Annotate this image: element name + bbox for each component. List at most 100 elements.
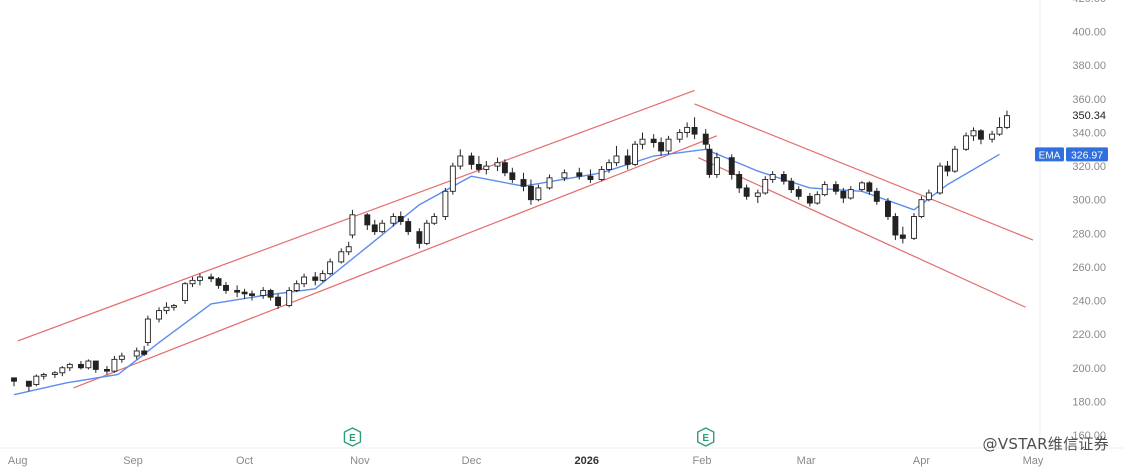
candle [840, 187, 847, 204]
earnings-label: E [702, 433, 709, 444]
candle [706, 144, 713, 178]
candle-body [66, 363, 73, 369]
candle-body [806, 195, 813, 204]
candle [118, 352, 125, 363]
candle [449, 162, 456, 195]
y-tick-label: 380.00 [1072, 60, 1106, 72]
candle-body [286, 290, 293, 307]
candle [390, 213, 397, 227]
candle-body [293, 283, 300, 291]
candle-body [468, 155, 475, 165]
last-price-label: 350.34 [1072, 110, 1106, 122]
candle [144, 315, 151, 346]
candle-body [208, 276, 215, 280]
candle [111, 356, 118, 373]
candle-body [92, 360, 99, 370]
candle [977, 129, 984, 145]
x-tick-label: Sep [123, 455, 143, 467]
candle-body [1004, 115, 1010, 128]
candle [457, 149, 464, 170]
candle-body [847, 189, 854, 199]
candle [215, 277, 222, 289]
candle [989, 130, 996, 143]
candle [349, 209, 356, 239]
candle-body [892, 216, 899, 236]
candle [847, 186, 854, 200]
candle [665, 135, 672, 155]
candle-body [312, 276, 319, 281]
y-tick-label: 400.00 [1072, 27, 1106, 39]
candle-body [431, 216, 438, 224]
candle-body [561, 172, 568, 179]
candle-body [371, 224, 378, 233]
candle [937, 162, 943, 195]
candle [371, 219, 378, 235]
candle-body [911, 216, 917, 239]
candle-body [706, 148, 713, 175]
y-tick-label: 420.00 [1072, 0, 1106, 5]
candle-body [301, 276, 308, 285]
candle-body [397, 216, 404, 222]
candle [858, 181, 865, 192]
candle [866, 181, 873, 195]
candle [133, 347, 140, 360]
candle-body [769, 174, 776, 180]
candle [286, 287, 293, 308]
y-tick-label: 280.00 [1072, 228, 1106, 240]
candle-body [713, 157, 720, 175]
earnings-marker: E [343, 427, 362, 447]
ema-tag: EMA 326.97 [1035, 147, 1108, 162]
candle [892, 213, 899, 241]
candle [951, 145, 958, 173]
candle [546, 174, 553, 190]
candle [702, 129, 709, 150]
ema-value-label: 326.97 [1071, 149, 1103, 161]
candle-body [951, 148, 958, 172]
candle-body [11, 377, 17, 382]
candle [475, 155, 482, 173]
candle [11, 377, 17, 387]
candle-body [795, 189, 802, 197]
candle [814, 191, 821, 205]
candle-body [267, 290, 274, 298]
candle [527, 179, 534, 205]
candle [676, 129, 683, 143]
candle-body [327, 261, 334, 275]
candle [223, 282, 229, 294]
candle [587, 169, 594, 183]
candle [293, 280, 300, 293]
candle [442, 187, 449, 220]
y-tick-label: 180.00 [1072, 396, 1106, 408]
candle-body [665, 138, 672, 152]
candle [713, 152, 720, 178]
candle-body [275, 296, 281, 307]
candle-body [118, 355, 125, 360]
y-tick-label: 260.00 [1072, 262, 1106, 274]
candle-body [249, 293, 255, 296]
candles [11, 110, 1010, 392]
y-tick-label: 220.00 [1072, 329, 1106, 341]
candle [658, 137, 665, 156]
candle [606, 159, 612, 173]
candle [163, 302, 170, 314]
trend-line [17, 89, 695, 342]
candle-body [40, 374, 47, 377]
candle [970, 127, 977, 141]
candle [170, 303, 177, 311]
x-tick-label: Nov [350, 455, 370, 467]
candle [1004, 110, 1010, 130]
candle [754, 189, 761, 204]
candle [899, 226, 906, 244]
candle [156, 307, 162, 323]
candle-body [866, 182, 873, 192]
candle [762, 176, 769, 195]
candle [769, 171, 776, 183]
candle-body [170, 305, 177, 308]
ema-line [13, 148, 1000, 396]
candle [397, 211, 404, 225]
candle [338, 248, 345, 264]
candle-body [576, 172, 583, 177]
earnings-badge [697, 427, 715, 447]
candle [327, 258, 334, 276]
